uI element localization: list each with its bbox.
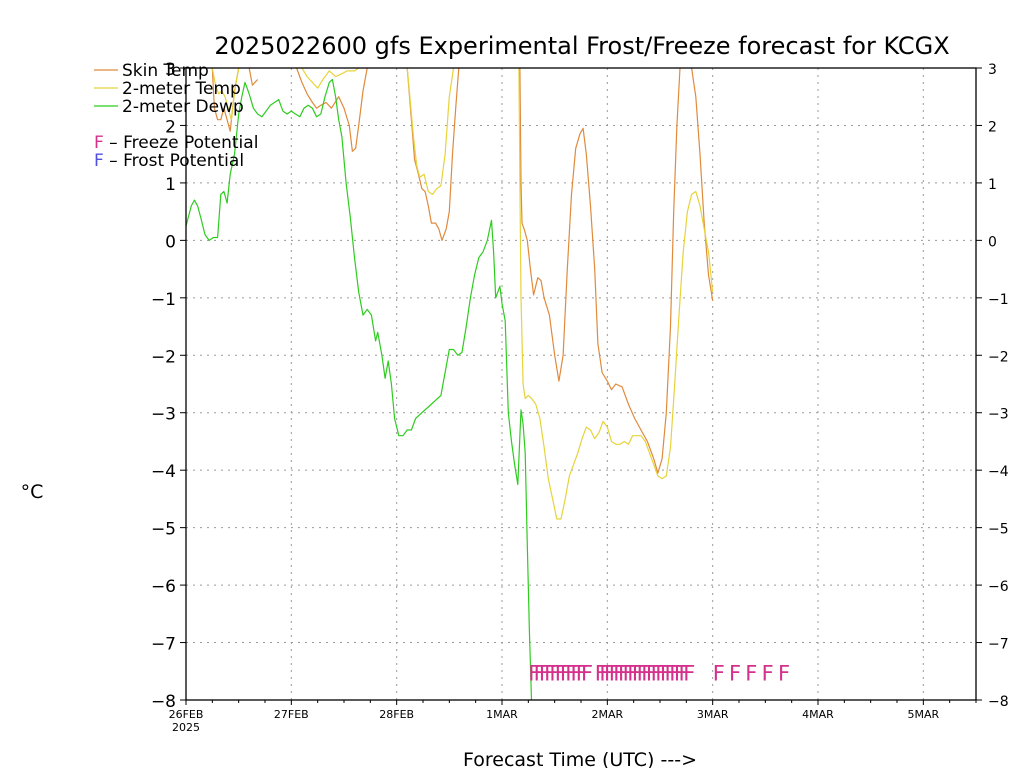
y-tick-label-left: 1 (165, 175, 176, 195)
freeze-mark: F (618, 661, 630, 685)
y-tick-label-left: −4 (151, 462, 176, 482)
series-line-2-meter-temp (406, 67, 455, 195)
freeze-mark: F (595, 661, 607, 685)
axes: −8 −8 −7 −7 −6 −6 −5 −5 −4 −4 −3 −3 −2 −2 −1 −1 0 0 1 1 2 2 3 3… (151, 60, 1009, 734)
series-line-skin-temp (296, 67, 368, 152)
freeze-mark: F (560, 661, 572, 685)
x-tick-sublabel: 2025 (172, 721, 200, 734)
legend-label: 2-meter Dewp (122, 97, 244, 117)
y-tick-label-left: 2 (165, 117, 176, 137)
freeze-mark: F (713, 661, 725, 685)
chart-title: 2025022600 gfs Experimental Frost/Freeze… (214, 32, 949, 60)
freeze-mark: F (745, 661, 757, 685)
y-tick-label-right: 2 (988, 119, 997, 135)
y-tick-label-right: −8 (988, 694, 1009, 710)
freeze-mark: F (549, 661, 561, 685)
series-line-2-meter-dewp (185, 78, 533, 701)
freeze-mark: F (565, 661, 577, 685)
freeze-mark: F (581, 661, 593, 685)
potential-symbol: F (94, 133, 104, 153)
x-axis-label: Forecast Time (UTC) ---> (463, 749, 697, 768)
potential-symbol: F (94, 151, 104, 171)
y-tick-label-right: −1 (988, 292, 1009, 308)
y-axis-label: °C (21, 481, 44, 503)
x-tick-label: 28FEB (379, 708, 414, 721)
freeze-mark: F (627, 661, 639, 685)
freeze-mark: F (651, 661, 663, 685)
freeze-mark: F (646, 661, 658, 685)
freeze-mark: F (604, 661, 616, 685)
freeze-mark: F (641, 661, 653, 685)
freeze-mark: F (778, 661, 790, 685)
freeze-mark: F (632, 661, 644, 685)
freeze-mark: F (655, 661, 667, 685)
freeze-mark: F (665, 661, 677, 685)
y-tick-label-right: −6 (988, 579, 1009, 595)
freeze-mark: F (613, 661, 625, 685)
series-line-skin-temp (248, 67, 259, 86)
potential-label: – Freeze Potential (104, 133, 259, 153)
freeze-mark: F (534, 661, 546, 685)
x-tick-label: 3MAR (697, 708, 729, 721)
potential-label: – Frost Potential (104, 151, 244, 171)
y-tick-label-left: −1 (151, 290, 176, 310)
legend-label: Skin Temp (122, 61, 209, 81)
x-tick-label: 27FEB (274, 708, 309, 721)
freeze-mark: F (623, 661, 635, 685)
x-tick-label: 4MAR (802, 708, 834, 721)
y-tick-label-left: −7 (151, 635, 176, 655)
freeze-mark: F (539, 661, 551, 685)
y-tick-label-right: 0 (988, 234, 997, 250)
y-tick-label-left: −8 (151, 692, 176, 712)
freeze-mark: F (555, 661, 567, 685)
grid-lines (186, 68, 976, 700)
freeze-mark: F (544, 661, 556, 685)
y-tick-label-right: 1 (988, 177, 997, 193)
y-tick-label-left: −6 (151, 577, 176, 597)
potential-legend-entry: F – Frost Potential (94, 151, 244, 171)
x-tick-label: 2MAR (591, 708, 623, 721)
freeze-mark: F (674, 661, 686, 685)
legend-label: 2-meter Temp (122, 79, 241, 99)
freeze-mark: F (528, 661, 540, 685)
y-tick-label-left: −2 (151, 347, 176, 367)
potential-legend-entry: F – Freeze Potential (94, 133, 258, 153)
freeze-mark: F (609, 661, 621, 685)
y-tick-label-right: −3 (988, 407, 1009, 423)
freeze-mark: F (762, 661, 774, 685)
x-tick-label: 5MAR (907, 708, 939, 721)
x-tick-label: 26FEB (169, 708, 204, 721)
y-tick-label-right: −4 (988, 464, 1009, 480)
y-tick-label-left: −3 (151, 405, 176, 425)
freeze-mark: F (660, 661, 672, 685)
series-line-skin-temp (691, 67, 714, 301)
y-tick-label-left: 3 (165, 60, 176, 80)
freeze-mark: F (683, 661, 695, 685)
freeze-mark: F (571, 661, 583, 685)
y-tick-label-right: 3 (988, 62, 997, 78)
y-tick-label-left: −5 (151, 520, 176, 540)
series-line-2-meter-temp (301, 67, 360, 89)
y-tick-label-right: −7 (988, 637, 1009, 653)
freeze-mark: F (729, 661, 741, 685)
series-lines (185, 67, 714, 701)
y-tick-label-left: 0 (165, 232, 176, 252)
freeze-mark: F (679, 661, 691, 685)
x-tick-label: 1MAR (486, 708, 518, 721)
freeze-mark: F (576, 661, 588, 685)
series-line-2-meter-temp (518, 67, 714, 520)
y-tick-label-right: −5 (988, 522, 1009, 538)
y-tick-label-right: −2 (988, 349, 1009, 365)
freeze-mark: F (599, 661, 611, 685)
freeze-mark: F (669, 661, 681, 685)
freeze-mark: F (637, 661, 649, 685)
series-line-2-meter-temp (211, 67, 240, 121)
series-line-skin-temp (519, 67, 681, 474)
